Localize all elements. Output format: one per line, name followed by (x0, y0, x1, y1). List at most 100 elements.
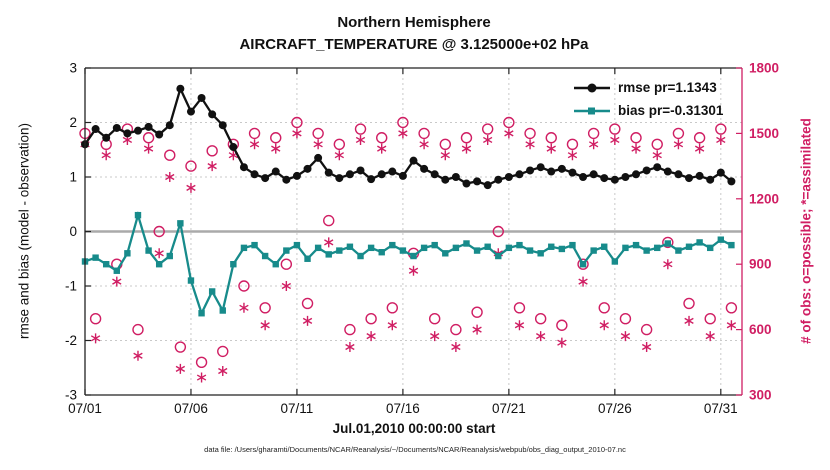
possible-obs-marker (132, 323, 144, 336)
possible-obs-marker (577, 258, 589, 270)
possible-obs-marker (683, 297, 695, 310)
rmse-marker (568, 168, 577, 177)
possible-obs-marker (704, 313, 716, 325)
rmse-marker (282, 175, 291, 184)
rmse-marker (123, 129, 132, 138)
bias-marker (495, 252, 502, 260)
assimilated-obs-marker (165, 172, 175, 182)
possible-obs-marker (185, 160, 197, 172)
assimilated-obs-marker (324, 237, 334, 248)
rmse-marker (695, 171, 704, 180)
assimilated-obs-marker (514, 320, 525, 331)
bias-marker (717, 236, 725, 243)
data-file-note: data file: /Users/gharamti/Documents/NCA… (204, 445, 626, 454)
rmse-marker (144, 122, 153, 131)
rmse-marker (430, 170, 439, 179)
bias-marker (219, 307, 226, 314)
assimilated-obs-marker (281, 281, 292, 291)
legend-bias-square (588, 107, 595, 114)
bias-marker (325, 251, 332, 258)
assimilated-obs-marker (504, 128, 514, 139)
rmse-marker (261, 174, 270, 183)
possible-obs-marker (609, 123, 621, 135)
possible-obs-marker (280, 258, 293, 270)
rmse-marker (239, 163, 248, 172)
assimilated-obs-marker (461, 143, 472, 154)
rmse-marker (685, 174, 694, 183)
bias-marker (198, 310, 205, 317)
bias-marker (92, 254, 99, 261)
bias-marker (314, 244, 322, 252)
bias-marker (240, 244, 248, 252)
assimilated-obs-marker (302, 315, 313, 326)
rmse-marker (526, 166, 535, 175)
bias-marker (473, 247, 481, 254)
possible-obs-marker (365, 313, 377, 325)
bias-marker (537, 250, 544, 257)
possible-obs-marker (693, 132, 706, 144)
possible-obs-marker (481, 123, 494, 135)
possible-obs-marker (598, 302, 610, 314)
assimilated-obs-marker (610, 134, 620, 145)
possible-obs-marker (344, 323, 356, 336)
possible-obs-marker (471, 306, 483, 318)
assimilated-obs-marker (154, 248, 164, 259)
possible-obs-marker (672, 127, 685, 140)
x-tick-label: 07/06 (174, 401, 208, 416)
bias-marker (484, 243, 491, 250)
bias-marker (357, 252, 364, 260)
assimilated-obs-marker (292, 128, 302, 139)
assimilated-obs-marker (451, 342, 461, 353)
assimilated-obs-marker (525, 139, 535, 150)
y-tick-label-left: 0 (69, 224, 77, 239)
x-tick-label: 07/16 (386, 401, 420, 416)
bias-marker (442, 250, 449, 257)
bias-marker (579, 261, 587, 268)
assimilated-obs-marker (260, 320, 270, 331)
bias-marker (611, 258, 619, 265)
bias-marker (346, 243, 354, 250)
rmse-marker (663, 167, 672, 176)
assimilated-obs-marker (482, 134, 493, 145)
possible-obs-marker (534, 313, 547, 325)
bias-marker (251, 241, 258, 249)
y-tick-label-left: -3 (65, 388, 77, 403)
assimilated-obs-marker (377, 143, 387, 154)
assimilated-obs-marker (641, 342, 652, 353)
assimilated-obs-marker (207, 161, 217, 172)
y-tick-label-left: -1 (65, 279, 77, 294)
y-tick-label-right: 1200 (749, 191, 779, 206)
assimilated-obs-marker (663, 259, 673, 270)
rmse-marker (186, 107, 195, 116)
bias-marker (166, 252, 173, 260)
assimilated-obs-marker (186, 182, 196, 193)
assimilated-obs-marker (620, 331, 631, 342)
possible-obs-marker (556, 319, 568, 331)
bias-marker (293, 241, 301, 249)
possible-obs-marker (291, 116, 303, 129)
rmse-marker (473, 177, 482, 186)
bias-marker (102, 261, 110, 268)
assimilated-obs-marker (535, 331, 546, 342)
bias-marker (526, 247, 534, 254)
bias-marker (304, 255, 311, 262)
bias-marker (187, 277, 195, 284)
assimilated-obs-marker (175, 363, 186, 374)
x-tick-label: 07/31 (704, 401, 738, 416)
possible-obs-marker (450, 323, 462, 336)
bias-marker (410, 252, 417, 260)
bias-marker (696, 239, 703, 246)
rmse-marker (727, 177, 736, 186)
bias-marker (389, 241, 396, 249)
assimilated-obs-marker (652, 150, 662, 161)
rmse-marker (197, 93, 206, 102)
assimilated-obs-marker (430, 331, 440, 342)
bias-marker (124, 250, 131, 257)
rmse-marker (483, 181, 492, 190)
assimilated-obs-marker (366, 331, 376, 342)
x-axis-label: Jul.01,2010 00:00:00 start (332, 421, 496, 436)
legend: rmse pr=1.1343 bias pr=-0.31301 (572, 76, 723, 122)
rmse-marker (589, 170, 598, 179)
y-tick-label-left: 2 (69, 115, 77, 130)
